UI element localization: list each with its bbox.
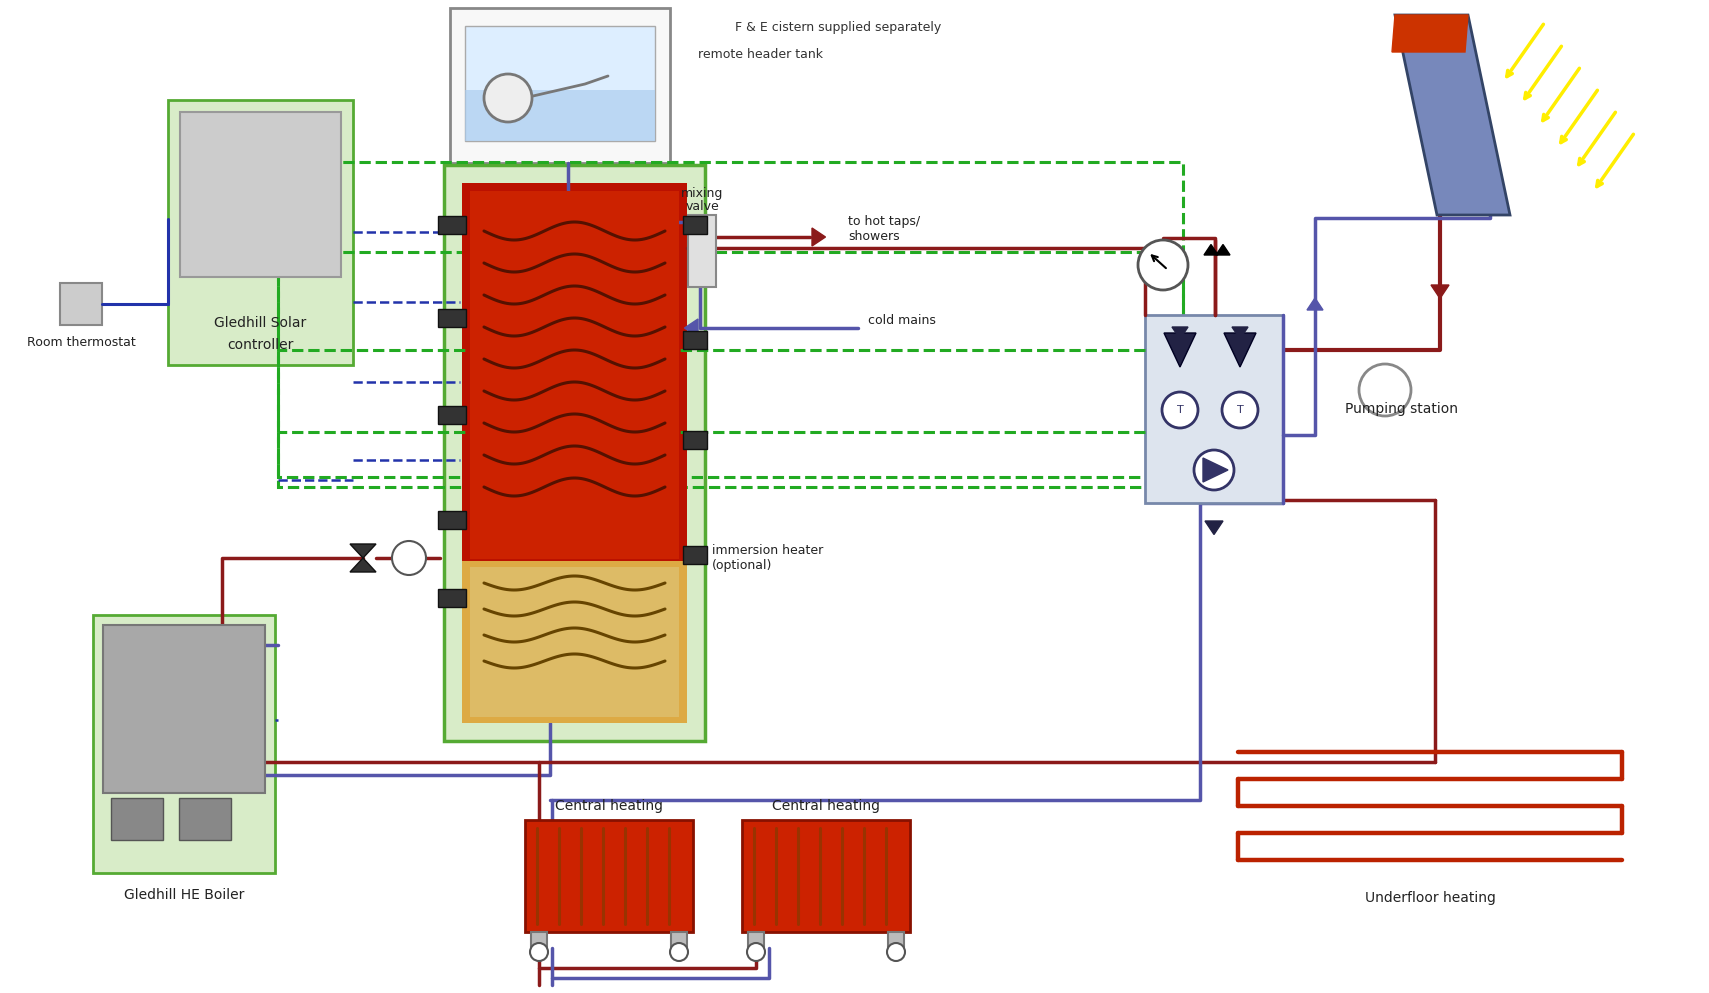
Bar bbox=[531, 932, 547, 948]
Polygon shape bbox=[1203, 458, 1229, 482]
Bar bbox=[749, 932, 764, 948]
Text: controller: controller bbox=[227, 338, 294, 352]
Circle shape bbox=[1138, 240, 1188, 290]
Text: Underfloor heating: Underfloor heating bbox=[1364, 891, 1495, 905]
Bar bbox=[470, 191, 678, 559]
Circle shape bbox=[530, 943, 549, 961]
Circle shape bbox=[484, 74, 531, 122]
Polygon shape bbox=[1395, 15, 1511, 215]
Bar bbox=[279, 252, 1183, 487]
Polygon shape bbox=[685, 319, 697, 337]
Text: remote header tank: remote header tank bbox=[697, 48, 824, 61]
Text: Central heating: Central heating bbox=[772, 799, 880, 813]
Polygon shape bbox=[1217, 244, 1230, 255]
Bar bbox=[438, 406, 467, 424]
Polygon shape bbox=[1430, 285, 1449, 299]
Bar bbox=[1145, 315, 1283, 503]
Bar bbox=[684, 216, 708, 234]
Bar bbox=[167, 100, 354, 365]
Bar bbox=[470, 567, 678, 717]
Circle shape bbox=[887, 943, 906, 961]
Bar bbox=[279, 162, 1183, 477]
Bar bbox=[889, 932, 904, 948]
Polygon shape bbox=[350, 558, 376, 572]
Bar bbox=[465, 26, 655, 141]
Polygon shape bbox=[350, 544, 376, 558]
Text: valve: valve bbox=[685, 201, 719, 213]
Circle shape bbox=[1195, 450, 1234, 490]
Polygon shape bbox=[812, 228, 825, 246]
Text: Pumping station: Pumping station bbox=[1345, 402, 1458, 416]
Bar bbox=[684, 331, 708, 349]
Circle shape bbox=[391, 541, 426, 575]
Polygon shape bbox=[1307, 298, 1323, 310]
Text: mixing: mixing bbox=[680, 187, 723, 200]
Bar bbox=[438, 216, 467, 234]
Polygon shape bbox=[1205, 521, 1224, 534]
Bar bbox=[672, 932, 687, 948]
Text: cold mains: cold mains bbox=[868, 315, 937, 328]
Bar bbox=[525, 820, 694, 932]
Text: F & E cistern supplied separately: F & E cistern supplied separately bbox=[735, 22, 942, 35]
Bar bbox=[179, 798, 231, 840]
Polygon shape bbox=[1393, 15, 1468, 52]
Bar bbox=[465, 90, 655, 141]
Bar bbox=[438, 589, 467, 607]
Text: T: T bbox=[1237, 405, 1244, 415]
Polygon shape bbox=[1224, 333, 1256, 367]
Bar bbox=[689, 215, 716, 287]
Bar bbox=[92, 615, 275, 873]
Text: Gledhill HE Boiler: Gledhill HE Boiler bbox=[123, 888, 244, 902]
Text: Room thermostat: Room thermostat bbox=[27, 336, 135, 349]
Bar bbox=[438, 511, 467, 529]
Polygon shape bbox=[1172, 327, 1188, 339]
Bar bbox=[179, 112, 342, 277]
Text: Central heating: Central heating bbox=[555, 799, 663, 813]
Bar bbox=[111, 798, 162, 840]
Polygon shape bbox=[1232, 327, 1248, 339]
Bar bbox=[742, 820, 909, 932]
Text: T: T bbox=[1176, 405, 1183, 415]
Bar bbox=[60, 283, 103, 325]
Circle shape bbox=[747, 943, 766, 961]
Text: Gledhill Solar: Gledhill Solar bbox=[214, 316, 306, 330]
Bar bbox=[444, 165, 706, 741]
Bar bbox=[684, 546, 708, 564]
Polygon shape bbox=[1164, 333, 1196, 367]
Polygon shape bbox=[1205, 244, 1219, 255]
Bar bbox=[449, 8, 670, 163]
Circle shape bbox=[670, 943, 689, 961]
Circle shape bbox=[1162, 392, 1198, 428]
Bar bbox=[103, 625, 265, 793]
Text: immersion heater
(optional): immersion heater (optional) bbox=[713, 544, 824, 572]
Text: to hot taps/
showers: to hot taps/ showers bbox=[848, 215, 919, 243]
Bar bbox=[461, 183, 687, 561]
Bar bbox=[438, 309, 467, 327]
Bar bbox=[461, 561, 687, 723]
Circle shape bbox=[1222, 392, 1258, 428]
Bar bbox=[684, 431, 708, 449]
Circle shape bbox=[1359, 364, 1412, 416]
